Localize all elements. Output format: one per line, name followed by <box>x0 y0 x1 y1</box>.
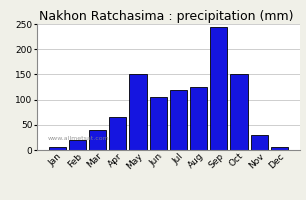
Bar <box>129 74 147 150</box>
Bar <box>170 90 187 150</box>
Text: Nakhon Ratchasima : precipitation (mm): Nakhon Ratchasima : precipitation (mm) <box>39 10 294 23</box>
Bar <box>150 97 167 150</box>
Bar <box>89 130 106 150</box>
Bar <box>49 147 66 150</box>
Bar <box>69 140 86 150</box>
Text: www.allmetsat.com: www.allmetsat.com <box>47 136 109 141</box>
Bar <box>190 87 207 150</box>
Bar <box>109 117 126 150</box>
Bar <box>230 74 248 150</box>
Bar <box>271 147 288 150</box>
Bar <box>210 27 227 150</box>
Bar <box>251 135 268 150</box>
